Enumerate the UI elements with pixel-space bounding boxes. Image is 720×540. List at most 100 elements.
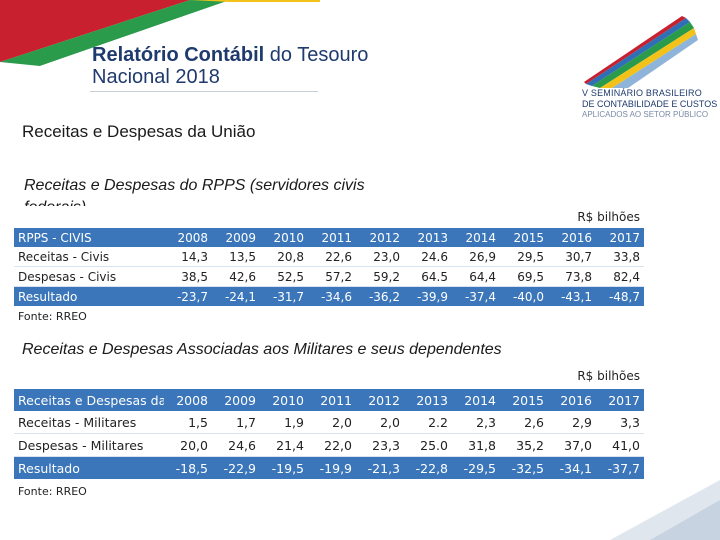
table-cell: 13,5 <box>212 247 260 267</box>
table-cell: -34,6 <box>320 289 352 304</box>
table-cell: 38,5 <box>164 266 212 287</box>
militares-row-receitas: Receitas - Militares 1,5 1,7 1,9 2,0 2,0… <box>14 411 644 434</box>
rpps-header-cell: 2014 <box>465 230 496 245</box>
table-cell: -39,9 <box>416 289 448 304</box>
militares-header-cell: 2008 <box>176 392 208 408</box>
table-cell: 20,8 <box>260 247 308 267</box>
rpps-header-cell: 2013 <box>417 230 448 245</box>
rpps-header-cell: 2010 <box>273 230 304 245</box>
section-heading: Receitas e Despesas da União <box>22 122 256 141</box>
rpps-source: Fonte: RREO <box>18 310 87 323</box>
logo-text-line3: APLICADOS AO SETOR PÚBLICO <box>582 110 709 119</box>
table-cell: 31,8 <box>452 433 500 457</box>
militares-row-despesas: Despesas - Militares 20,0 24,6 21,4 22,0… <box>14 433 644 457</box>
table-cell: 23,3 <box>356 433 404 457</box>
table-cell: -43,1 <box>560 289 592 304</box>
table-cell: -48,7 <box>608 289 640 304</box>
table-cell: -22,9 <box>223 460 256 476</box>
top-left-corner-shape <box>0 0 320 95</box>
table-cell: 26,9 <box>452 247 500 267</box>
rpps-header-cell: 2016 <box>561 230 592 245</box>
table-cell: 57,2 <box>308 266 356 287</box>
table-cell: 21,4 <box>260 433 308 457</box>
rpps-header-cell: 2017 <box>609 230 640 245</box>
militares-header-cell: 2011 <box>320 392 352 408</box>
table-cell: -24,1 <box>224 289 256 304</box>
militares-subtitle: Receitas e Despesas Associadas aos Milit… <box>22 341 502 358</box>
rpps-row-receitas: Receitas - Civis 14,3 13,5 20,8 22,6 23,… <box>14 247 644 267</box>
rpps-row-despesas: Despesas - Civis 38,5 42,6 52,5 57,2 59,… <box>14 266 644 287</box>
militares-header-cell: 2015 <box>512 392 544 408</box>
militares-table-panel: R$ bilhões Receitas e Despesas da Pre 20… <box>14 367 644 503</box>
table-cell: 1,7 <box>212 411 260 434</box>
table-cell: Receitas - Civis <box>14 247 164 267</box>
table-cell: 2,6 <box>500 411 548 434</box>
table-cell: 52,5 <box>260 266 308 287</box>
table-cell: -31,7 <box>272 289 304 304</box>
table-cell: 2,0 <box>308 411 356 434</box>
table-cell: 29,5 <box>500 247 548 267</box>
table-cell: 1,5 <box>164 411 212 434</box>
table-cell: 37,0 <box>548 433 596 457</box>
rpps-header-cell: 2015 <box>513 230 544 245</box>
table-cell: 33,8 <box>596 247 644 267</box>
rpps-row-resultado: Resultado -23,7 -24,1 -31,7 -34,6 -36,2 … <box>14 286 644 306</box>
page-title-line2: Nacional 2018 <box>92 66 220 88</box>
rpps-header-cell: RPPS - CIVIS <box>18 230 92 245</box>
table-cell: 23,0 <box>356 247 404 267</box>
militares-header-cell: 2017 <box>608 392 640 408</box>
table-cell: -22,8 <box>415 460 448 476</box>
table-cell: 25.0 <box>404 433 452 457</box>
logo-text-line2: DE CONTABILIDADE E CUSTOS <box>582 99 718 109</box>
table-cell: 42,6 <box>212 266 260 287</box>
militares-unit-label: R$ bilhões <box>577 369 640 383</box>
logo-wave-icon <box>584 16 698 88</box>
rpps-header-row: RPPS - CIVIS 2008 2009 2010 2011 2012 20… <box>14 228 644 247</box>
logo-text-line1: V SEMINÁRIO BRASILEIRO <box>582 88 702 98</box>
table-cell: 59,2 <box>356 266 404 287</box>
militares-header-cell: 2012 <box>368 392 400 408</box>
table-cell: 24,6 <box>212 433 260 457</box>
table-cell: -19,5 <box>271 460 304 476</box>
table-cell: Despesas - Militares <box>14 433 164 457</box>
page-title-bold: Relatório Contábil <box>92 44 265 66</box>
seminar-logo: V SEMINÁRIO BRASILEIRO DE CONTABILIDADE … <box>578 10 718 120</box>
militares-header-cell: 2013 <box>416 392 448 408</box>
rpps-header-cell: 2012 <box>369 230 400 245</box>
table-cell: -37,4 <box>464 289 496 304</box>
table-cell: 24.6 <box>404 247 452 267</box>
table-cell: 30,7 <box>548 247 596 267</box>
table-cell: 2,3 <box>452 411 500 434</box>
table-cell: 20,0 <box>164 433 212 457</box>
table-cell: Despesas - Civis <box>14 266 164 287</box>
table-cell: -36,2 <box>368 289 400 304</box>
rpps-table-panel: R$ bilhões RPPS - CIVIS 2008 2009 2010 2… <box>14 206 644 326</box>
page-title: Relatório Contábil do Tesouro Nacional 2… <box>92 44 512 88</box>
table-cell: -37,7 <box>607 460 640 476</box>
table-cell: Receitas - Militares <box>14 411 164 434</box>
table-cell: 2,0 <box>356 411 404 434</box>
table-cell: 35,2 <box>500 433 548 457</box>
table-cell: 69,5 <box>500 266 548 287</box>
table-cell: 41,0 <box>596 433 644 457</box>
table-cell: 22,0 <box>308 433 356 457</box>
table-cell: -21,3 <box>367 460 400 476</box>
rpps-unit-label: R$ bilhões <box>577 210 640 224</box>
table-cell: 82,4 <box>596 266 644 287</box>
table-cell: Resultado <box>18 289 78 304</box>
table-cell: 3,3 <box>596 411 644 434</box>
militares-row-resultado: Resultado -18,5 -22,9 -19,5 -19,9 -21,3 … <box>14 456 644 479</box>
table-cell: 22,6 <box>308 247 356 267</box>
militares-header-cell: Receitas e Despesas da Pre <box>18 392 164 408</box>
rpps-header-cell: 2011 <box>321 230 352 245</box>
rpps-header-cell: 2009 <box>225 230 256 245</box>
militares-source: Fonte: RREO <box>18 485 87 498</box>
bottom-right-corner-shape <box>610 480 720 540</box>
table-cell: 1,9 <box>260 411 308 434</box>
page-title-rest: do Tesouro <box>264 44 369 66</box>
militares-header-cell: 2009 <box>224 392 256 408</box>
table-cell: 2,9 <box>548 411 596 434</box>
table-cell: 14,3 <box>164 247 212 267</box>
table-cell: 73,8 <box>548 266 596 287</box>
militares-header-cell: 2014 <box>464 392 496 408</box>
